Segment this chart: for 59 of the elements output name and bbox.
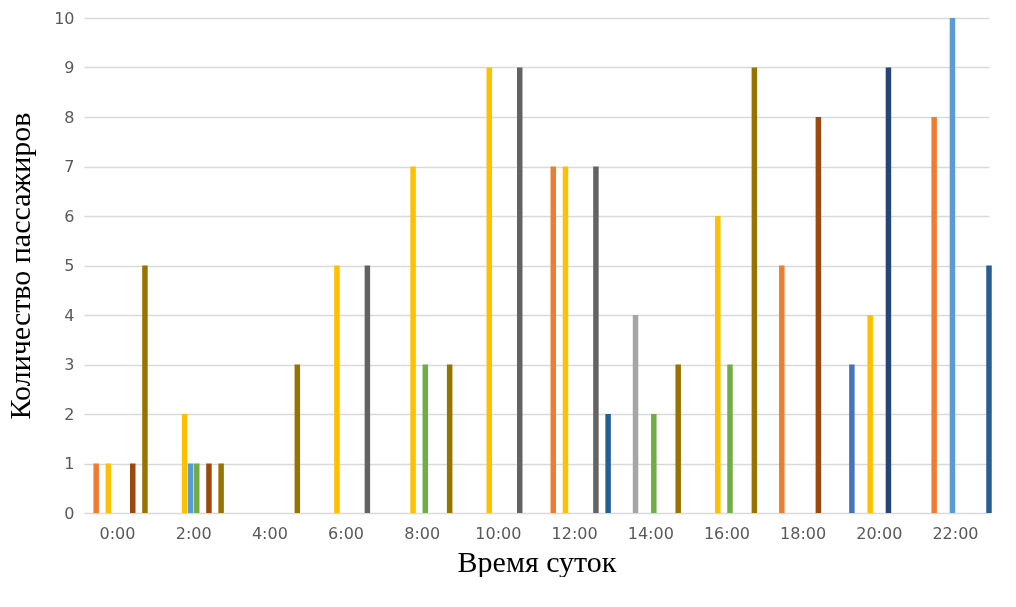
y-tick-label: 0 [64,503,75,523]
y-tick-label: 7 [64,157,75,176]
bar [849,364,855,513]
bar [206,463,212,513]
bar [218,463,224,513]
bar [867,315,873,513]
bar [105,463,112,513]
y-axis-title: Количество пассажиров [3,112,37,420]
y-tick-label: 10 [54,8,75,28]
bar [130,463,136,513]
bar [675,364,681,513]
x-tick-label: 18:00 [780,523,827,543]
bar [446,364,453,513]
x-tick-label: 8:00 [404,523,441,543]
bar [93,463,99,513]
x-tick-label: 6:00 [328,523,365,543]
bar [142,265,148,513]
bar [187,463,194,513]
x-tick-label: 22:00 [932,523,979,543]
y-tick-label: 2 [64,404,75,424]
y-tick-label: 1 [64,454,75,473]
y-tick-label: 9 [64,58,75,77]
x-tick-label: 14:00 [627,523,674,543]
bar [517,67,523,513]
bar [562,166,569,513]
x-tick-label: 12:00 [551,523,598,543]
bar [779,265,785,513]
x-tick-label: 2:00 [175,523,212,543]
bar [651,414,657,513]
bar [334,265,340,513]
y-tick-label: 4 [64,305,75,325]
bar [885,67,892,513]
x-tick-label: 0:00 [99,523,136,543]
bar [593,166,599,513]
y-tick-label: 5 [64,256,75,275]
bar [605,414,611,513]
bar [715,216,721,513]
bar [815,117,822,513]
bar [550,166,556,513]
x-tick-label: 16:00 [703,523,750,543]
x-tick-label: 10:00 [475,523,522,543]
bar [194,463,200,513]
x-tick-label: 4:00 [251,523,288,543]
bar [727,364,733,513]
x-tick-label: 20:00 [856,523,903,543]
y-tick-label: 8 [64,107,75,127]
bar [181,414,188,513]
bar [931,117,937,513]
bar [364,265,371,513]
bar [949,18,956,513]
bar [751,67,758,513]
bar [294,364,301,513]
bar [422,364,429,513]
bar [486,67,493,513]
bar [986,265,992,513]
bar [410,166,416,513]
bar [632,315,639,513]
y-tick-label: 3 [64,355,75,374]
y-tick-label: 6 [64,206,75,226]
